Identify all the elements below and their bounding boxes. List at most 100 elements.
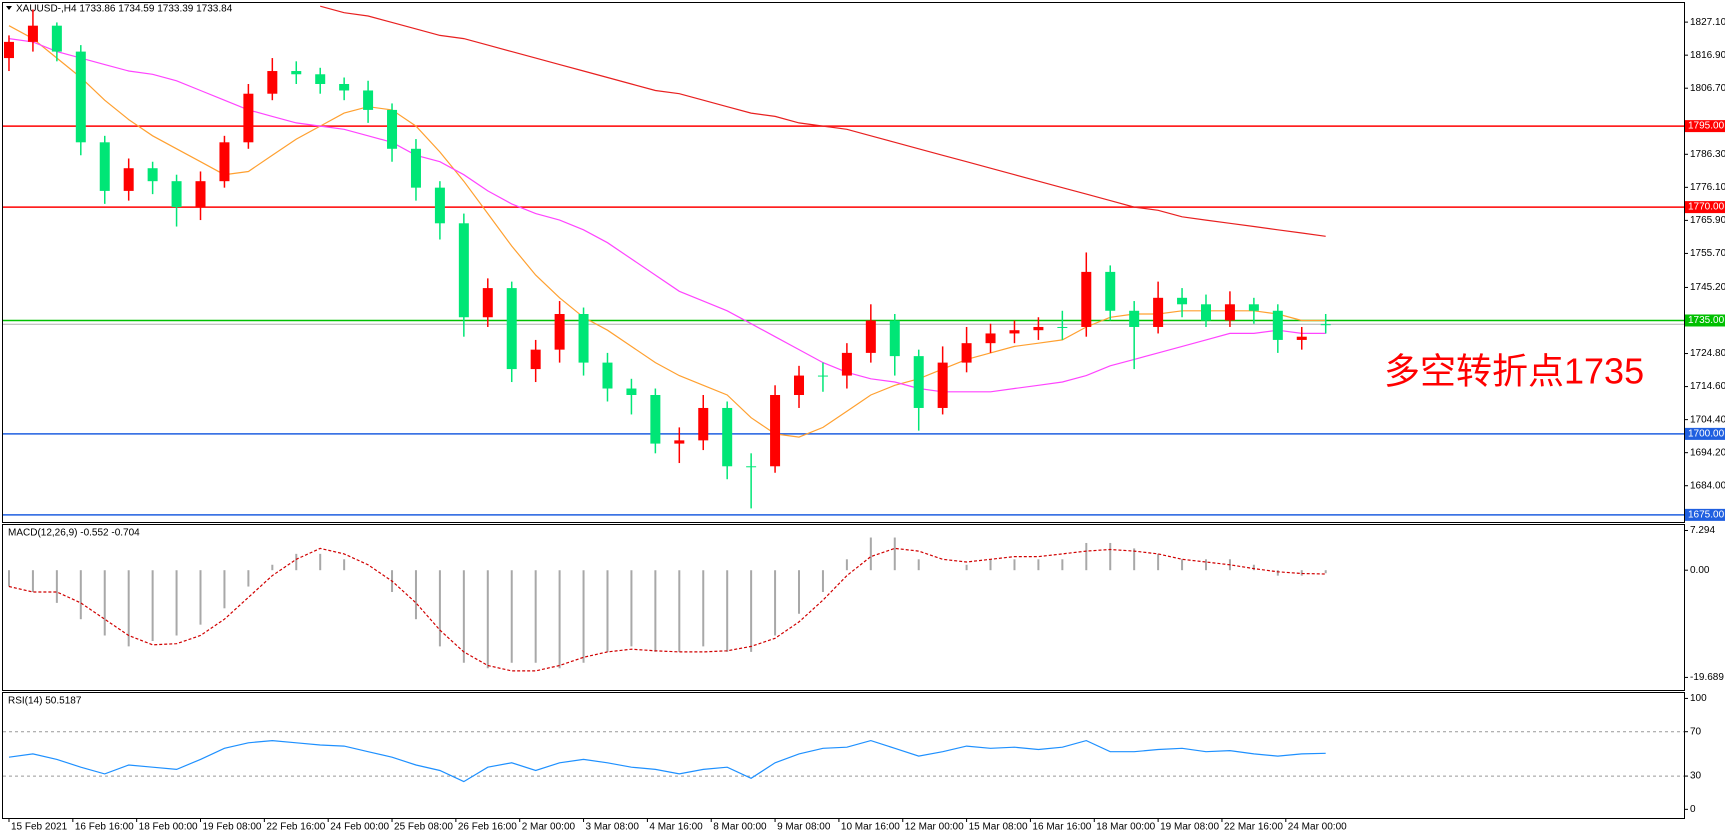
level-label: 1735.00 [1688, 315, 1725, 326]
candle-body [1272, 310, 1283, 340]
candle-body [1248, 304, 1259, 311]
candle-body [1200, 304, 1211, 321]
x-tick-label: 16 Mar 16:00 [1032, 822, 1091, 833]
candle-body [578, 314, 589, 363]
y-tick-label: 1745.20 [1690, 282, 1725, 293]
candle-body [817, 375, 828, 377]
x-tick-label: 18 Mar 00:00 [1096, 822, 1155, 833]
y-tick-label: 1765.90 [1690, 215, 1725, 226]
candle-body [794, 375, 805, 396]
candle-body [746, 466, 757, 468]
y-tick-label: 7.294 [1690, 525, 1715, 536]
candle-body [3, 41, 14, 59]
y-tick-label: 30 [1690, 771, 1702, 782]
rsi-pane [2, 692, 1685, 819]
rsi-line [8, 739, 1326, 783]
x-tick-label: 10 Mar 16:00 [841, 822, 900, 833]
macd-title: MACD(12,26,9) -0.552 -0.704 [8, 528, 140, 539]
candle-body [267, 71, 278, 94]
x-tick-label: 3 Mar 08:00 [586, 822, 640, 833]
candle-body [219, 142, 230, 182]
candle-body [913, 356, 924, 408]
candle-body [985, 333, 996, 344]
candle-body [387, 109, 398, 149]
candle-body [602, 362, 613, 389]
candle-body [889, 320, 900, 357]
candle-body [530, 349, 541, 370]
candle-body [554, 314, 565, 350]
level-label: 1795.00 [1688, 121, 1725, 132]
candle-body [1177, 297, 1188, 305]
candle-body [99, 142, 110, 191]
price-title: XAUUSD-,H4 1733.86 1734.59 1733.39 1733.… [16, 4, 233, 15]
price-pane [2, 2, 1685, 523]
x-tick-label: 25 Feb 08:00 [394, 822, 453, 833]
x-tick-label: 19 Mar 08:00 [1160, 822, 1219, 833]
x-tick-label: 18 Feb 00:00 [139, 822, 198, 833]
macd-signal-line [8, 547, 1326, 672]
candle-body [506, 288, 517, 370]
x-tick-label: 16 Feb 16:00 [75, 822, 134, 833]
candle-body [1105, 271, 1116, 311]
level-tag [1685, 201, 1725, 214]
x-tick-label: 8 Mar 00:00 [713, 822, 767, 833]
y-tick-label: 70 [1690, 726, 1702, 737]
x-tick-label: 15 Mar 08:00 [969, 822, 1028, 833]
y-tick-label: 0.00 [1690, 565, 1710, 576]
candle-body [1296, 336, 1307, 340]
y-tick-label: 1684.00 [1690, 480, 1725, 491]
y-tick-label: 1714.60 [1690, 381, 1725, 392]
level-tag [1685, 120, 1725, 133]
rsi-title: RSI(14) 50.5187 [8, 696, 82, 707]
level-tag [1685, 508, 1725, 521]
candle-body [75, 51, 86, 143]
candle-body [865, 320, 876, 353]
y-tick-label: 100 [1690, 693, 1707, 704]
level-label: 1770.00 [1688, 202, 1725, 213]
y-tick-label: 0 [1690, 804, 1696, 815]
y-tick-label: 1816.90 [1690, 50, 1725, 61]
candle-body [1057, 326, 1068, 328]
candle-body [315, 74, 326, 84]
x-tick-label: 26 Feb 16:00 [458, 822, 517, 833]
x-tick-label: 22 Feb 16:00 [266, 822, 325, 833]
candle-body [698, 407, 709, 441]
candle-body [937, 362, 948, 408]
candle-body [770, 395, 781, 467]
x-tick-label: 19 Feb 08:00 [203, 822, 262, 833]
x-tick-label: 4 Mar 16:00 [649, 822, 703, 833]
x-tick-label: 9 Mar 08:00 [777, 822, 831, 833]
candle-body [841, 352, 852, 376]
candle-body [171, 181, 182, 208]
moving-average [8, 38, 1326, 393]
candle-body [291, 71, 302, 75]
candle-body [626, 388, 637, 396]
macd-pane [2, 524, 1685, 691]
symbol-icon [6, 6, 12, 10]
candle-body [1129, 310, 1140, 327]
candle-body [51, 25, 62, 52]
candle-body [339, 83, 350, 91]
level-label: 1700.00 [1688, 429, 1725, 440]
moving-average [320, 5, 1326, 237]
candle-body [410, 148, 421, 188]
x-tick-label: 2 Mar 00:00 [522, 822, 576, 833]
candle-body [1320, 324, 1331, 326]
candle-body [147, 168, 158, 182]
level-label: 1675.00 [1688, 510, 1725, 521]
candle-body [961, 343, 972, 363]
y-tick-label: 1806.70 [1690, 83, 1725, 94]
candle-body [482, 288, 493, 318]
x-tick-label: 15 Feb 2021 [11, 822, 68, 833]
candle-body [243, 93, 254, 143]
x-tick-label: 24 Feb 00:00 [330, 822, 389, 833]
candle-body [722, 407, 733, 467]
candle-body [1009, 330, 1020, 334]
x-tick-label: 12 Mar 00:00 [905, 822, 964, 833]
y-tick-label: 1786.30 [1690, 149, 1725, 160]
candle-body [650, 395, 661, 444]
y-tick-label: 1755.70 [1690, 248, 1725, 259]
candle-body [434, 187, 445, 224]
